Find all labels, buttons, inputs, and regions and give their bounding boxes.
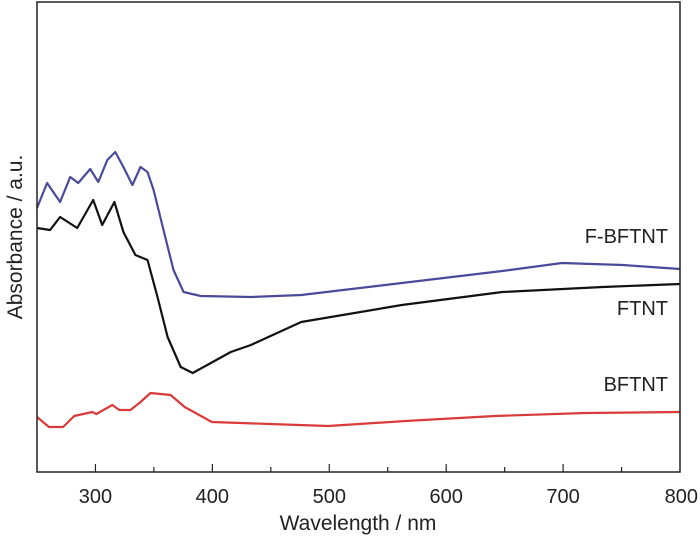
x-tick-label: 400: [196, 486, 229, 508]
x-tick-label: 700: [546, 486, 579, 508]
curves: [35, 150, 681, 429]
series-line-f-bftnt: [35, 150, 681, 299]
plot-frame: [36, 1, 681, 473]
x-axis-title: Wavelength / nm: [280, 512, 437, 535]
x-ticks: 300 400 500 600 700 800: [79, 464, 698, 508]
series-label-f-bftnt: F-BFTNT: [585, 226, 668, 248]
series-line-bftnt: [36, 391, 681, 429]
x-tick-label: 300: [79, 486, 112, 508]
series-label-ftnt: FTNT: [617, 298, 668, 320]
series-label-bftnt: BFTNT: [604, 374, 668, 396]
y-axis-title: Absorbance / a.u.: [4, 155, 27, 320]
x-tick-label: 600: [429, 486, 462, 508]
x-tick-label: 500: [313, 486, 346, 508]
series-line-ftnt: [36, 198, 681, 375]
x-tick-label: 800: [665, 486, 698, 508]
